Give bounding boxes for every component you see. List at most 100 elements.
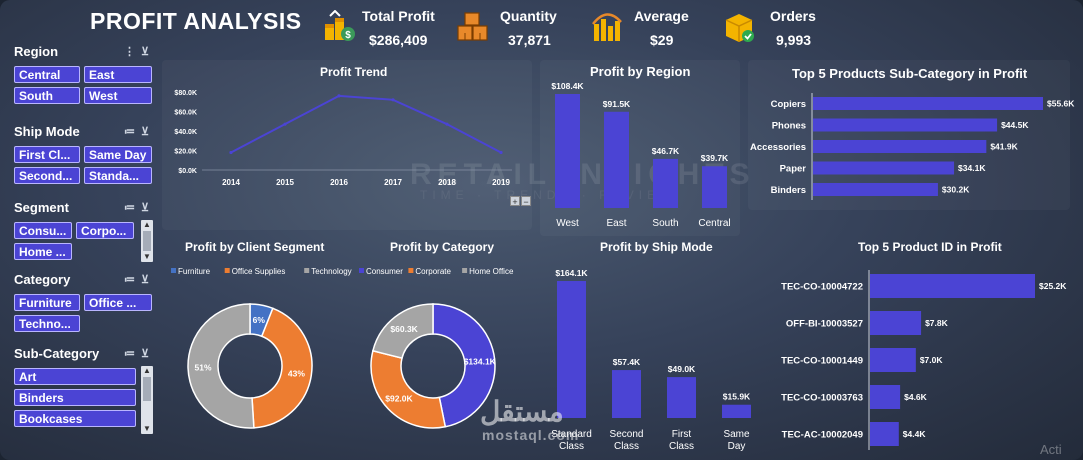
- slicer-region-label: Region: [14, 44, 59, 59]
- clear-filter-icon[interactable]: ⊻: [140, 274, 155, 286]
- subcat-y-tick-label: Copiers: [771, 99, 806, 110]
- subcat-y-tick-label: Phones: [772, 121, 806, 132]
- category-slice: [370, 349, 447, 429]
- slicer-category: Category ≔⊻ Furniture Office ... Techno.…: [10, 272, 155, 338]
- slicer-scrollbar[interactable]: ▲ ▼: [141, 220, 153, 262]
- multi-select-icon[interactable]: ≔: [123, 126, 141, 138]
- category-data-label: $92.0K: [385, 393, 413, 403]
- chart-title-category: Profit by Category: [390, 240, 495, 254]
- slicer-segment: Segment ≔⊻ Consu... Corpo... Home ... ▲ …: [10, 200, 155, 266]
- shipmode-x-tick-label: Class: [559, 441, 584, 452]
- productid-y-tick-label: OFF-BI-10003527: [786, 319, 863, 330]
- scroll-up-icon[interactable]: ▲: [143, 366, 151, 375]
- slicer-item-second-class[interactable]: Second...: [14, 167, 80, 184]
- region-bar: [702, 166, 727, 208]
- slicer-item-central[interactable]: Central: [14, 66, 80, 83]
- slicer-category-label: Category: [14, 272, 71, 287]
- region-x-tick-label: South: [652, 218, 678, 229]
- segment-legend-label: Office Supplies: [232, 267, 286, 276]
- kpi-quantity: Quantity 37,871: [456, 6, 566, 52]
- slicer-item-binders[interactable]: Binders: [14, 389, 136, 406]
- zoom-out-button[interactable]: −: [521, 196, 531, 207]
- region-data-label: $39.7K: [701, 153, 729, 163]
- slicer-item-corporate[interactable]: Corpo...: [76, 222, 134, 239]
- multi-select-icon[interactable]: ⋮: [123, 46, 141, 58]
- trend-point: [229, 150, 233, 155]
- shipmode-bar: [667, 377, 696, 418]
- shipmode-x-tick-label: Class: [614, 441, 639, 452]
- activation-text: Acti: [1040, 442, 1062, 457]
- slicer-scrollbar[interactable]: ▲ ▼: [141, 366, 153, 434]
- shipmode-data-label: $164.1K: [555, 268, 588, 278]
- segment-data-label: 43%: [288, 368, 305, 378]
- slicer-item-bookcases[interactable]: Bookcases: [14, 410, 136, 427]
- segment-slice: [251, 307, 313, 429]
- segment-data-label: 6%: [253, 315, 266, 325]
- region-x-tick-label: East: [606, 218, 626, 229]
- category-data-label: $60.3K: [390, 324, 418, 334]
- category-legend-label: Corporate: [415, 267, 451, 276]
- slicer-item-east[interactable]: East: [84, 66, 152, 83]
- productid-bar: [870, 311, 922, 335]
- trend-y-tick-label: $40.0K: [174, 129, 197, 136]
- multi-select-icon[interactable]: ≔: [123, 274, 141, 286]
- shipmode-bar: [612, 370, 641, 418]
- clear-filter-icon[interactable]: ⊻: [140, 202, 155, 214]
- kpi-quantity-label: Quantity: [500, 8, 557, 24]
- productid-bar: [870, 422, 899, 446]
- bar-chart-icon: [592, 13, 622, 41]
- trend-point: [283, 122, 287, 126]
- slicer-item-art[interactable]: Art: [14, 368, 136, 385]
- productid-bar: [870, 348, 916, 372]
- kpi-total-profit-label: Total Profit: [362, 8, 435, 24]
- category-legend-label: Consumer: [366, 267, 403, 276]
- slicer-item-south[interactable]: South: [14, 87, 80, 104]
- scroll-up-icon[interactable]: ▲: [143, 220, 151, 229]
- subcat-bar: [813, 161, 955, 175]
- trend-y-tick-label: $0.0K: [178, 168, 197, 175]
- zoom-in-button[interactable]: +: [510, 196, 520, 207]
- chart-title-segment: Profit by Client Segment: [185, 240, 325, 254]
- shipmode-x-tick-label: Standard: [551, 429, 592, 440]
- scroll-down-icon[interactable]: ▼: [143, 424, 151, 433]
- scroll-thumb[interactable]: [143, 231, 151, 251]
- slicer-item-home-office[interactable]: Home ...: [14, 243, 72, 260]
- slicer-item-office-supplies[interactable]: Office ...: [84, 294, 152, 311]
- trend-x-tick-label: 2016: [330, 178, 348, 187]
- slicer-item-technology[interactable]: Techno...: [14, 315, 80, 332]
- chart-title-productid: Top 5 Product ID in Profit: [858, 240, 1002, 254]
- trend-y-tick-label: $60.0K: [174, 110, 197, 117]
- trend-x-tick-label: 2019: [492, 178, 510, 187]
- slicer-item-furniture[interactable]: Furniture: [14, 294, 80, 311]
- shipmode-bar: [722, 404, 751, 418]
- clear-filter-icon[interactable]: ⊻: [140, 126, 155, 138]
- order-box-icon: [725, 14, 754, 42]
- page-title: PROFIT ANALYSIS: [90, 8, 302, 34]
- slicer-item-west[interactable]: West: [84, 87, 152, 104]
- clear-filter-icon[interactable]: ⊻: [140, 46, 155, 58]
- region-x-tick-label: Central: [698, 218, 730, 229]
- slicer-ship-mode: Ship Mode ≔⊻ First Cl... Same Day Second…: [10, 124, 155, 190]
- shipmode-bar: [557, 281, 586, 418]
- kpi-quantity-value: 37,871: [508, 32, 551, 48]
- subcat-data-label: $30.2K: [942, 185, 970, 195]
- category-legend-label: Home Office: [469, 267, 514, 276]
- region-bar: [555, 94, 580, 208]
- slicer-item-same-day[interactable]: Same Day: [84, 146, 152, 163]
- region-data-label: $46.7K: [652, 146, 680, 156]
- subcat-bar: [813, 183, 938, 196]
- scroll-down-icon[interactable]: ▼: [143, 252, 151, 261]
- watermark-arabic: مستقل: [480, 396, 564, 427]
- slicer-item-consumer[interactable]: Consu...: [14, 222, 72, 239]
- subcat-y-tick-label: Binders: [771, 185, 806, 196]
- clear-filter-icon[interactable]: ⊻: [140, 348, 155, 360]
- trend-point: [391, 98, 395, 102]
- scroll-thumb[interactable]: [143, 377, 151, 401]
- multi-select-icon[interactable]: ≔: [123, 202, 141, 214]
- shipmode-x-tick-label: Day: [728, 441, 746, 452]
- kpi-average-label: Average: [634, 8, 689, 24]
- slicer-item-first-class[interactable]: First Cl...: [14, 146, 80, 163]
- kpi-orders: Orders 9,993: [722, 6, 832, 52]
- multi-select-icon[interactable]: ≔: [123, 348, 141, 360]
- slicer-item-standard-class[interactable]: Standa...: [84, 167, 152, 184]
